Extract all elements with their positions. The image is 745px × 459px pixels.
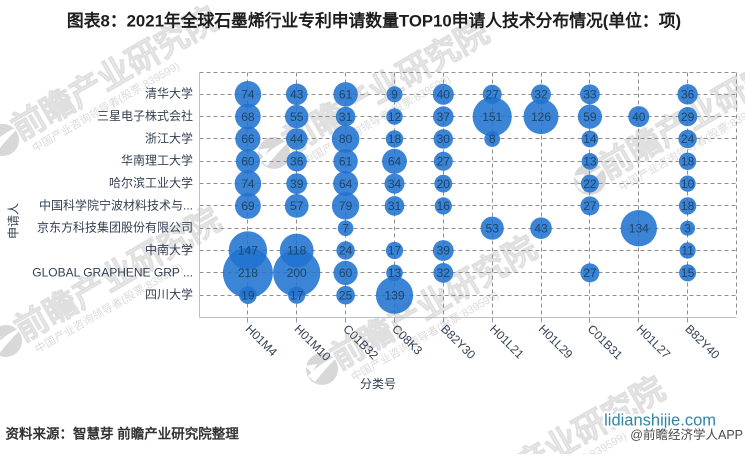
svg-text:43: 43	[534, 221, 548, 235]
svg-text:20: 20	[437, 177, 451, 191]
svg-text:24: 24	[681, 132, 695, 146]
svg-text:14: 14	[583, 132, 597, 146]
svg-text:lidianshijie.com: lidianshijie.com	[604, 412, 716, 430]
svg-text:68: 68	[241, 110, 255, 124]
svg-text:27: 27	[437, 155, 451, 169]
svg-text:43: 43	[290, 88, 304, 102]
svg-text:33: 33	[583, 88, 597, 102]
svg-text:24: 24	[339, 244, 353, 258]
svg-text:218: 218	[238, 266, 258, 280]
svg-text:61: 61	[339, 88, 353, 102]
svg-text:27: 27	[486, 88, 500, 102]
svg-text:27: 27	[583, 266, 597, 280]
svg-text:9: 9	[391, 88, 398, 102]
svg-text:中南大学: 中南大学	[145, 242, 193, 257]
svg-text:60: 60	[241, 155, 255, 169]
svg-text:3: 3	[684, 221, 691, 235]
svg-text:资料来源：智慧芽 前瞻产业研究院整理: 资料来源：智慧芽 前瞻产业研究院整理	[6, 426, 240, 442]
svg-text:10: 10	[681, 177, 695, 191]
svg-text:华南理工大学: 华南理工大学	[121, 153, 193, 168]
svg-text:四川大学: 四川大学	[145, 287, 193, 302]
svg-text:22: 22	[583, 177, 597, 191]
svg-text:53: 53	[486, 221, 500, 235]
svg-text:74: 74	[241, 88, 255, 102]
svg-text:40: 40	[437, 88, 451, 102]
svg-text:64: 64	[339, 177, 353, 191]
svg-text:18: 18	[681, 155, 695, 169]
svg-text:哈尔滨工业大学: 哈尔滨工业大学	[109, 175, 193, 190]
svg-text:浙江大学: 浙江大学	[145, 130, 193, 145]
svg-text:15: 15	[681, 266, 695, 280]
svg-text:66: 66	[241, 132, 255, 146]
svg-text:三星电子株式会社: 三星电子株式会社	[97, 108, 193, 123]
svg-text:200: 200	[287, 266, 307, 280]
svg-text:59: 59	[583, 110, 597, 124]
svg-text:图表8：2021年全球石墨烯行业专利申请数量TOP10申请人: 图表8：2021年全球石墨烯行业专利申请数量TOP10申请人技术分布情况(单位：…	[67, 11, 681, 31]
svg-text:@前瞻经济学人APP: @前瞻经济学人APP	[630, 427, 743, 442]
svg-text:151: 151	[482, 110, 502, 124]
svg-text:60: 60	[339, 266, 353, 280]
svg-text:16: 16	[437, 199, 451, 213]
svg-text:7: 7	[342, 221, 349, 235]
svg-text:12: 12	[388, 110, 402, 124]
svg-text:39: 39	[290, 177, 304, 191]
svg-text:74: 74	[241, 177, 255, 191]
svg-text:61: 61	[339, 155, 353, 169]
svg-text:13: 13	[583, 155, 597, 169]
svg-text:清华大学: 清华大学	[145, 86, 193, 101]
svg-text:139: 139	[384, 288, 404, 302]
svg-text:分类号: 分类号	[360, 377, 396, 391]
svg-text:36: 36	[290, 155, 304, 169]
svg-text:44: 44	[290, 132, 304, 146]
svg-text:55: 55	[290, 110, 304, 124]
svg-text:31: 31	[388, 199, 402, 213]
svg-text:京东方科技集团股份有限公司: 京东方科技集团股份有限公司	[37, 220, 193, 235]
svg-text:36: 36	[681, 88, 695, 102]
svg-text:25: 25	[339, 288, 353, 302]
svg-text:申请人: 申请人	[7, 203, 21, 239]
svg-text:39: 39	[437, 244, 451, 258]
svg-text:57: 57	[290, 199, 304, 213]
svg-text:GLOBAL GRAPHENE GRP ...: GLOBAL GRAPHENE GRP ...	[32, 265, 193, 279]
svg-text:31: 31	[339, 110, 353, 124]
svg-text:118: 118	[287, 244, 306, 258]
svg-text:19: 19	[241, 288, 255, 302]
svg-text:11: 11	[681, 244, 694, 258]
svg-text:17: 17	[388, 244, 402, 258]
svg-text:8: 8	[489, 132, 496, 146]
svg-text:37: 37	[437, 110, 451, 124]
svg-text:中国科学院宁波材料技术与...: 中国科学院宁波材料技术与...	[39, 197, 193, 212]
svg-text:32: 32	[437, 266, 451, 280]
svg-text:134: 134	[629, 221, 649, 235]
svg-text:32: 32	[534, 88, 548, 102]
svg-text:79: 79	[339, 199, 353, 213]
svg-text:69: 69	[241, 199, 255, 213]
svg-text:18: 18	[681, 199, 695, 213]
svg-text:18: 18	[388, 132, 402, 146]
svg-text:17: 17	[290, 288, 304, 302]
svg-text:80: 80	[339, 132, 353, 146]
svg-text:64: 64	[388, 155, 402, 169]
svg-text:13: 13	[388, 266, 402, 280]
svg-text:34: 34	[388, 177, 402, 191]
svg-text:40: 40	[632, 110, 646, 124]
svg-text:29: 29	[681, 110, 695, 124]
svg-text:126: 126	[531, 110, 551, 124]
svg-text:27: 27	[583, 199, 597, 213]
svg-text:30: 30	[437, 132, 451, 146]
svg-text:147: 147	[238, 244, 258, 258]
